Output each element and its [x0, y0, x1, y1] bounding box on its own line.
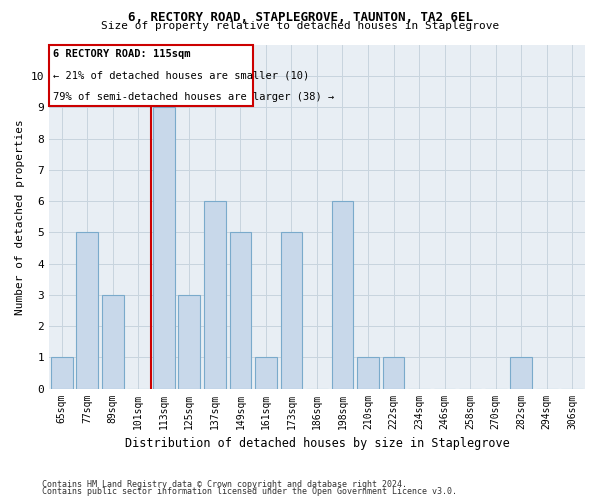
FancyBboxPatch shape [49, 45, 253, 106]
Bar [281, 232, 302, 388]
Text: ← 21% of detached houses are smaller (10): ← 21% of detached houses are smaller (10… [53, 70, 310, 81]
Bar [332, 201, 353, 388]
Bar [255, 358, 277, 388]
Bar [51, 358, 73, 388]
Text: Size of property relative to detached houses in Staplegrove: Size of property relative to detached ho… [101, 21, 499, 31]
Bar [511, 358, 532, 388]
Bar [178, 295, 200, 388]
Text: 79% of semi-detached houses are larger (38) →: 79% of semi-detached houses are larger (… [53, 92, 335, 102]
X-axis label: Distribution of detached houses by size in Staplegrove: Distribution of detached houses by size … [125, 437, 509, 450]
Text: Contains HM Land Registry data © Crown copyright and database right 2024.: Contains HM Land Registry data © Crown c… [42, 480, 407, 489]
Bar [357, 358, 379, 388]
Y-axis label: Number of detached properties: Number of detached properties [15, 119, 25, 314]
Text: 6, RECTORY ROAD, STAPLEGROVE, TAUNTON, TA2 6EL: 6, RECTORY ROAD, STAPLEGROVE, TAUNTON, T… [128, 11, 473, 24]
Bar [230, 232, 251, 388]
Bar [383, 358, 404, 388]
Text: 6 RECTORY ROAD: 115sqm: 6 RECTORY ROAD: 115sqm [53, 48, 191, 58]
Bar [76, 232, 98, 388]
Bar [102, 295, 124, 388]
Text: Contains public sector information licensed under the Open Government Licence v3: Contains public sector information licen… [42, 487, 457, 496]
Bar [204, 201, 226, 388]
Bar [153, 108, 175, 388]
